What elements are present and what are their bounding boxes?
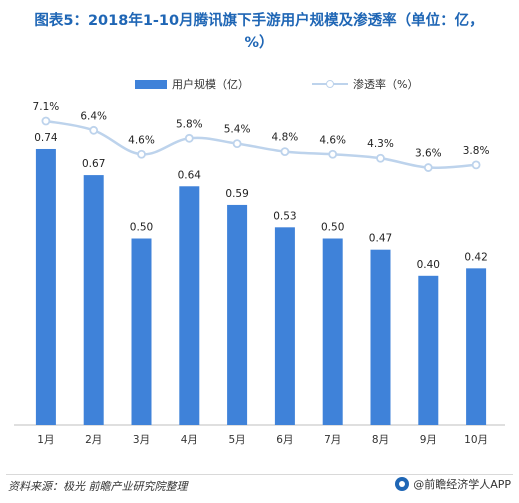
line-value-label: 7.1% bbox=[33, 101, 60, 113]
legend-bar-label: 用户规模（亿） bbox=[172, 78, 249, 91]
line-value-label: 4.8% bbox=[272, 132, 299, 144]
line-value-label: 5.4% bbox=[224, 124, 251, 136]
bar bbox=[466, 268, 487, 425]
line-point bbox=[137, 149, 146, 159]
x-tick-label: 4月 bbox=[181, 434, 198, 446]
bar-value-label: 0.53 bbox=[273, 210, 296, 222]
line-point bbox=[376, 153, 385, 163]
line-value-label: 4.3% bbox=[367, 138, 394, 150]
bar bbox=[131, 238, 152, 425]
legend-line-swatch bbox=[312, 79, 348, 89]
source-note: 资料来源：极光 前瞻产业研究院整理 bbox=[8, 480, 188, 493]
bar bbox=[35, 148, 56, 426]
chart-title: 图表5：2018年1-10月腾讯旗下手游用户规模及渗透率（单位：亿，%） bbox=[34, 13, 484, 51]
line-point bbox=[423, 163, 433, 172]
bar-value-label: 0.67 bbox=[82, 158, 105, 170]
bar-value-label: 0.64 bbox=[178, 169, 202, 181]
x-tick-label: 8月 bbox=[372, 434, 389, 446]
x-tick-label: 5月 bbox=[229, 434, 246, 446]
line-value-label: 4.6% bbox=[319, 134, 346, 146]
bar-value-label: 0.74 bbox=[34, 132, 58, 144]
legend-item-line: 渗透率（%） bbox=[312, 76, 418, 92]
bar-value-label: 0.42 bbox=[464, 251, 487, 263]
bar bbox=[370, 249, 391, 425]
bar bbox=[274, 227, 295, 425]
x-tick-label: 10月 bbox=[464, 434, 488, 446]
brand-text: @前瞻经济学人APP bbox=[413, 478, 511, 491]
line-value-label: 6.4% bbox=[80, 110, 107, 122]
line-point bbox=[471, 160, 481, 170]
brand-mark: @前瞻经济学人APP bbox=[395, 476, 511, 492]
bar-value-label: 0.59 bbox=[225, 188, 248, 200]
bar bbox=[322, 238, 343, 425]
x-tick-label: 2月 bbox=[85, 434, 102, 446]
bar-value-label: 0.50 bbox=[321, 222, 344, 234]
legend-line-label: 渗透率（%） bbox=[353, 78, 419, 91]
line-value-label: 3.8% bbox=[463, 145, 490, 157]
x-tick-label: 7月 bbox=[324, 434, 341, 446]
line-value-label: 4.6% bbox=[128, 134, 155, 146]
line-point bbox=[41, 116, 51, 126]
line-value-label: 5.8% bbox=[176, 118, 203, 130]
line-point bbox=[232, 139, 242, 149]
footer-divider bbox=[6, 474, 513, 475]
line-point bbox=[89, 125, 99, 135]
chart-legend: 用户规模（亿） 渗透率（%） bbox=[0, 76, 519, 94]
line-point bbox=[184, 133, 194, 143]
penetration-rate-line bbox=[45, 119, 477, 170]
bar-value-label: 0.50 bbox=[130, 222, 153, 234]
x-tick-label: 1月 bbox=[37, 434, 54, 446]
bar-value-label: 0.47 bbox=[369, 233, 392, 245]
chart-plot: 0.74 1月 0.67 2月 0.50 3月 0.64 4月 0.59 5月 0.53 6月 0.50… bbox=[14, 101, 505, 446]
bar bbox=[227, 204, 248, 425]
line-point bbox=[280, 147, 290, 156]
line-value-label: 3.6% bbox=[415, 148, 442, 160]
brand-logo-icon bbox=[395, 477, 410, 491]
x-tick-label: 9月 bbox=[420, 434, 437, 446]
bar bbox=[83, 175, 104, 425]
bar-value-label: 0.40 bbox=[417, 259, 440, 271]
line-point bbox=[328, 149, 338, 159]
bar bbox=[418, 275, 439, 425]
x-tick-label: 6月 bbox=[276, 434, 293, 446]
bar bbox=[179, 186, 200, 425]
x-tick-label: 3月 bbox=[133, 434, 150, 446]
legend-bar-swatch bbox=[135, 79, 167, 89]
legend-item-bar: 用户规模（亿） bbox=[135, 76, 249, 92]
